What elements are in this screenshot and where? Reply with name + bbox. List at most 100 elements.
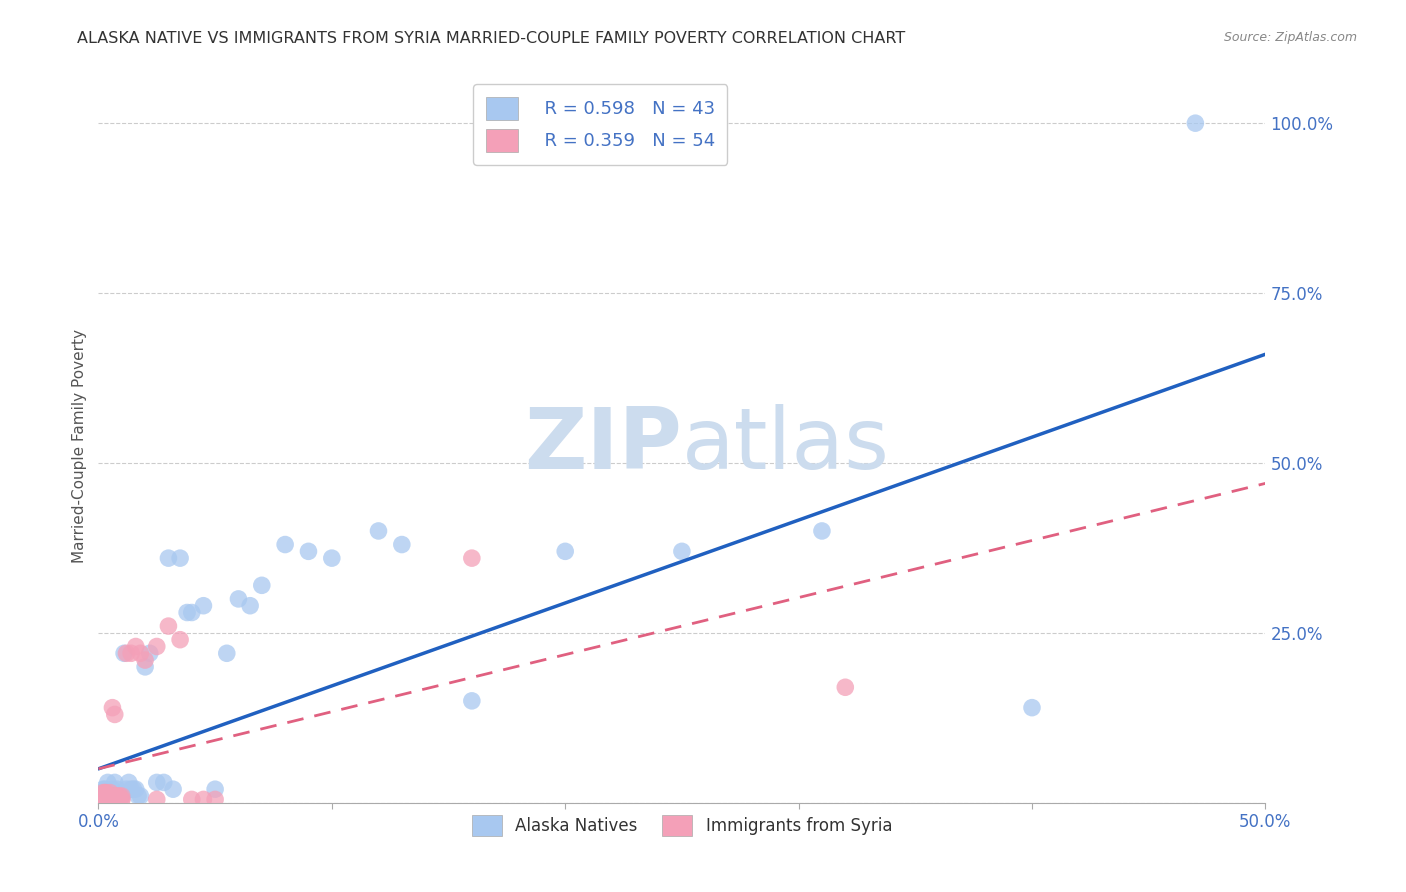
Point — [321, 551, 343, 566]
Point — [391, 537, 413, 551]
Point — [91, 789, 114, 803]
Point — [204, 792, 226, 806]
Point — [97, 789, 120, 803]
Point — [91, 792, 114, 806]
Point — [111, 792, 134, 806]
Legend: Alaska Natives, Immigrants from Syria: Alaska Natives, Immigrants from Syria — [464, 806, 900, 845]
Point — [120, 782, 142, 797]
Point — [111, 789, 134, 803]
Point — [98, 789, 121, 803]
Point — [94, 792, 117, 806]
Point — [461, 551, 484, 566]
Point — [215, 646, 238, 660]
Point — [193, 599, 215, 613]
Point — [671, 544, 693, 558]
Point — [118, 775, 141, 789]
Point — [180, 606, 202, 620]
Point — [94, 789, 117, 803]
Point — [91, 792, 114, 806]
Point — [125, 640, 148, 654]
Point — [108, 789, 131, 803]
Point — [125, 782, 148, 797]
Point — [122, 782, 145, 797]
Point — [834, 680, 856, 694]
Point — [104, 707, 127, 722]
Point — [228, 591, 250, 606]
Point — [91, 789, 114, 803]
Point — [157, 619, 180, 633]
Point — [146, 640, 169, 654]
Point — [129, 646, 152, 660]
Point — [98, 789, 121, 803]
Point — [1021, 700, 1043, 714]
Point — [274, 537, 297, 551]
Text: ZIP: ZIP — [524, 404, 682, 488]
Point — [105, 789, 128, 803]
Point — [146, 792, 169, 806]
Point — [104, 775, 127, 789]
Point — [90, 790, 112, 805]
Point — [98, 789, 121, 803]
Point — [94, 792, 117, 806]
Point — [97, 789, 120, 803]
Point — [98, 792, 121, 806]
Point — [101, 792, 124, 806]
Point — [127, 789, 149, 803]
Point — [97, 789, 120, 803]
Point — [139, 646, 162, 660]
Point — [94, 786, 117, 800]
Point — [204, 782, 226, 797]
Point — [157, 551, 180, 566]
Point — [811, 524, 834, 538]
Point — [169, 632, 191, 647]
Text: atlas: atlas — [682, 404, 890, 488]
Point — [90, 792, 112, 806]
Point — [108, 792, 131, 806]
Point — [101, 700, 124, 714]
Point — [97, 792, 120, 806]
Point — [180, 792, 202, 806]
Point — [134, 653, 156, 667]
Y-axis label: Married-Couple Family Poverty: Married-Couple Family Poverty — [72, 329, 87, 563]
Point — [97, 775, 120, 789]
Point — [297, 544, 319, 558]
Point — [112, 646, 135, 660]
Point — [91, 782, 114, 797]
Point — [367, 524, 389, 538]
Point — [111, 792, 134, 806]
Point — [115, 646, 138, 660]
Point — [115, 782, 138, 797]
Point — [176, 606, 198, 620]
Point — [90, 792, 112, 806]
Point — [134, 660, 156, 674]
Text: Source: ZipAtlas.com: Source: ZipAtlas.com — [1223, 31, 1357, 45]
Point — [169, 551, 191, 566]
Point — [101, 782, 124, 797]
Point — [94, 782, 117, 797]
Point — [111, 789, 134, 803]
Point — [91, 786, 114, 800]
Point — [97, 792, 120, 806]
Point — [97, 792, 120, 806]
Point — [129, 789, 152, 803]
Point — [91, 790, 114, 805]
Point — [146, 775, 169, 789]
Point — [108, 789, 131, 803]
Point — [91, 792, 114, 806]
Point — [105, 782, 128, 797]
Point — [554, 544, 576, 558]
Point — [104, 789, 127, 803]
Point — [461, 694, 484, 708]
Point — [98, 786, 121, 800]
Point — [104, 792, 127, 806]
Point — [250, 578, 273, 592]
Point — [101, 789, 124, 803]
Point — [94, 790, 117, 805]
Point — [94, 786, 117, 800]
Point — [152, 775, 174, 789]
Point — [239, 599, 262, 613]
Point — [193, 792, 215, 806]
Point — [94, 792, 117, 806]
Text: ALASKA NATIVE VS IMMIGRANTS FROM SYRIA MARRIED-COUPLE FAMILY POVERTY CORRELATION: ALASKA NATIVE VS IMMIGRANTS FROM SYRIA M… — [77, 31, 905, 46]
Point — [162, 782, 184, 797]
